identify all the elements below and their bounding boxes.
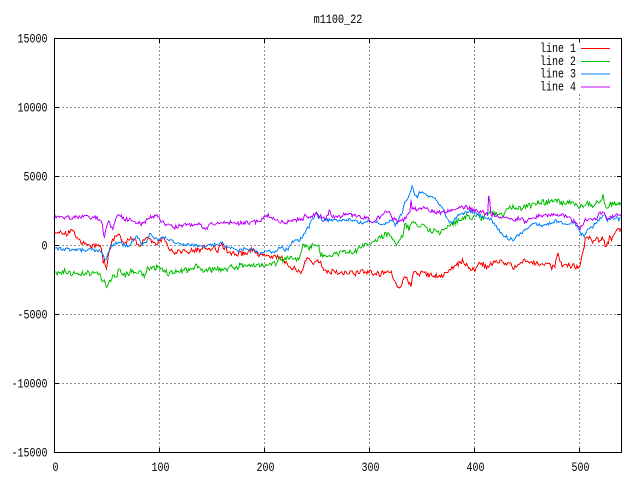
svg-text:300: 300 [362, 461, 380, 475]
svg-text:15000: 15000 [18, 33, 48, 47]
svg-text:0: 0 [42, 240, 48, 254]
svg-text:line 3: line 3 [540, 68, 576, 82]
svg-text:500: 500 [572, 461, 590, 475]
svg-text:10000: 10000 [18, 102, 48, 116]
svg-text:line 2: line 2 [540, 55, 576, 69]
svg-text:m1100_22: m1100_22 [314, 13, 363, 27]
svg-text:-10000: -10000 [12, 378, 48, 392]
svg-text:-15000: -15000 [12, 447, 48, 461]
svg-text:5000: 5000 [24, 171, 48, 185]
svg-text:line 4: line 4 [540, 80, 576, 94]
svg-text:line 1: line 1 [540, 42, 576, 56]
svg-text:200: 200 [257, 461, 275, 475]
svg-text:-5000: -5000 [18, 309, 48, 323]
svg-text:100: 100 [152, 461, 170, 475]
svg-text:400: 400 [467, 461, 485, 475]
svg-text:0: 0 [53, 461, 59, 475]
